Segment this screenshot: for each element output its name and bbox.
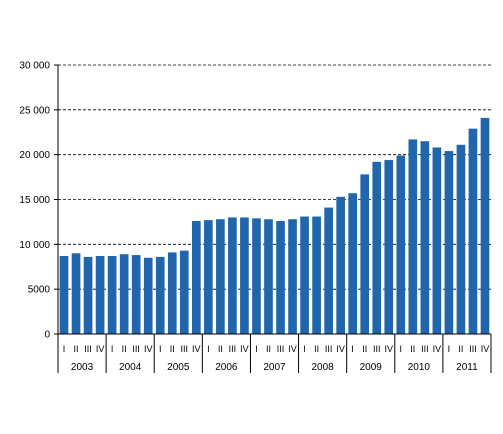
bar bbox=[59, 255, 69, 334]
quarter-label: III bbox=[84, 344, 92, 354]
year-label: 2011 bbox=[456, 362, 478, 373]
bar bbox=[372, 161, 382, 334]
quarter-label: I bbox=[159, 344, 162, 354]
year-label: 2007 bbox=[263, 362, 286, 373]
year-label: 2004 bbox=[119, 362, 142, 373]
quarter-label: II bbox=[314, 344, 319, 354]
bar bbox=[119, 254, 129, 334]
quarter-label: I bbox=[400, 344, 403, 354]
year-label: 2009 bbox=[360, 362, 383, 373]
y-tick-label: 0 bbox=[44, 330, 50, 341]
quarter-label: I bbox=[303, 344, 306, 354]
bar bbox=[468, 128, 478, 334]
bar bbox=[336, 196, 345, 334]
bar bbox=[216, 219, 225, 334]
bar bbox=[252, 218, 261, 334]
quarter-label: IV bbox=[192, 344, 201, 354]
quarter-label: II bbox=[410, 344, 415, 354]
bars bbox=[59, 117, 490, 334]
bar bbox=[444, 151, 454, 334]
quarter-label: I bbox=[351, 344, 354, 354]
quarter-label: III bbox=[325, 344, 333, 354]
quarter-label: IV bbox=[288, 344, 297, 354]
bar bbox=[480, 117, 490, 334]
bar bbox=[95, 255, 105, 334]
y-tick-label: 20 000 bbox=[19, 150, 50, 161]
quarter-label: IV bbox=[433, 344, 442, 354]
bar bbox=[396, 155, 406, 334]
bar bbox=[204, 220, 213, 334]
bar bbox=[420, 141, 430, 334]
quarter-label: I bbox=[255, 344, 258, 354]
gridlines bbox=[58, 64, 491, 290]
quarter-label: IV bbox=[96, 344, 105, 354]
bar bbox=[107, 255, 117, 334]
x-axis: I II III IV I II III IV I II III IV I II III IV I II III IV… bbox=[57, 333, 492, 373]
y-axis: 0 5000 10 000 15 000 20 000 25 000 30 000 bbox=[19, 61, 59, 341]
quarter-label: III bbox=[277, 344, 285, 354]
quarter-label: III bbox=[229, 344, 237, 354]
quarter-label: III bbox=[373, 344, 381, 354]
year-label: 2005 bbox=[167, 362, 190, 373]
bar bbox=[143, 257, 153, 334]
bar bbox=[83, 256, 93, 334]
quarter-label: IV bbox=[240, 344, 249, 354]
year-label: 2010 bbox=[408, 362, 431, 373]
bar bbox=[456, 144, 466, 334]
y-tick-label: 25 000 bbox=[19, 105, 50, 116]
quarter-label: IV bbox=[144, 344, 153, 354]
quarter-label: I bbox=[207, 344, 210, 354]
year-label: 2006 bbox=[215, 362, 238, 373]
bar bbox=[384, 160, 394, 334]
bar bbox=[71, 253, 81, 334]
quarter-label: II bbox=[458, 344, 463, 354]
quarter-label: II bbox=[74, 344, 79, 354]
year-label: 2008 bbox=[311, 362, 334, 373]
bar bbox=[432, 147, 442, 334]
quarter-label: IV bbox=[481, 344, 490, 354]
quarter-label: II bbox=[170, 344, 175, 354]
y-tick-label: 30 000 bbox=[19, 61, 50, 72]
bar bbox=[324, 207, 333, 334]
quarter-label: II bbox=[122, 344, 127, 354]
bar bbox=[191, 221, 201, 334]
quarter-label: IV bbox=[336, 344, 345, 354]
quarter-label: IV bbox=[385, 344, 394, 354]
bar bbox=[300, 216, 309, 334]
bar bbox=[155, 256, 165, 334]
quarter-label: II bbox=[266, 344, 271, 354]
bar bbox=[131, 255, 141, 334]
bar bbox=[288, 219, 297, 334]
quarter-label: III bbox=[181, 344, 189, 354]
y-tick-label: 15 000 bbox=[19, 195, 50, 206]
quarter-label: III bbox=[469, 344, 477, 354]
quarter-label: III bbox=[421, 344, 429, 354]
quarter-label: III bbox=[132, 344, 140, 354]
quarter-label: II bbox=[362, 344, 367, 354]
quarter-label: I bbox=[111, 344, 114, 354]
y-tick-label: 5000 bbox=[28, 285, 51, 296]
y-tick-label: 10 000 bbox=[19, 240, 50, 251]
bar bbox=[167, 252, 177, 334]
quarter-label: I bbox=[448, 344, 451, 354]
bar bbox=[312, 216, 321, 334]
bar bbox=[276, 221, 285, 334]
bar bbox=[240, 217, 249, 334]
bar bbox=[264, 219, 273, 334]
quarter-label: I bbox=[63, 344, 66, 354]
bar bbox=[228, 217, 237, 334]
bar bbox=[408, 139, 418, 334]
bar bbox=[360, 174, 370, 334]
quarter-label: II bbox=[218, 344, 223, 354]
bar bbox=[348, 193, 358, 334]
year-label: 2003 bbox=[71, 362, 94, 373]
bar bbox=[179, 250, 189, 334]
